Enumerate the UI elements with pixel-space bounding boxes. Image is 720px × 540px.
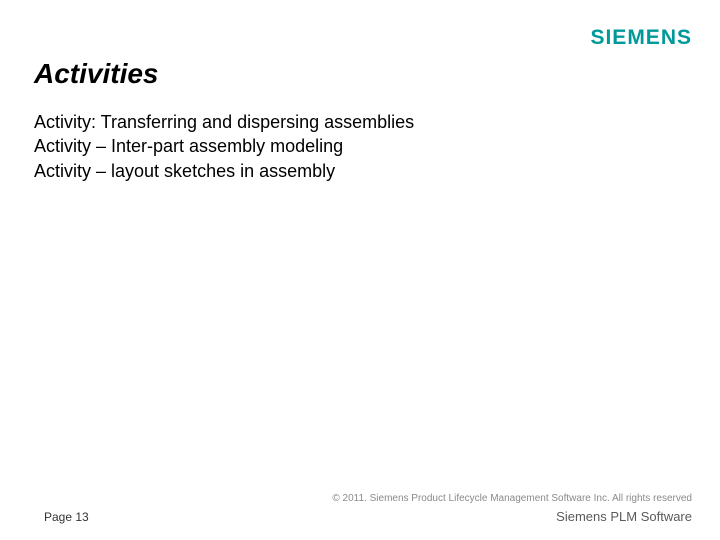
page-number: Page 13 [44,510,89,524]
body-text-block: Activity: Transferring and dispersing as… [34,110,414,183]
footer-brand: Siemens PLM Software [556,509,692,524]
body-line: Activity – Inter-part assembly modeling [34,134,414,158]
siemens-logo: SIEMENS [590,26,692,50]
slide-container: SIEMENS Activities Activity: Transferrin… [0,0,720,540]
body-line: Activity – layout sketches in assembly [34,159,414,183]
slide-title: Activities [34,58,159,90]
copyright-text: © 2011. Siemens Product Lifecycle Manage… [332,493,692,504]
body-line: Activity: Transferring and dispersing as… [34,110,414,134]
